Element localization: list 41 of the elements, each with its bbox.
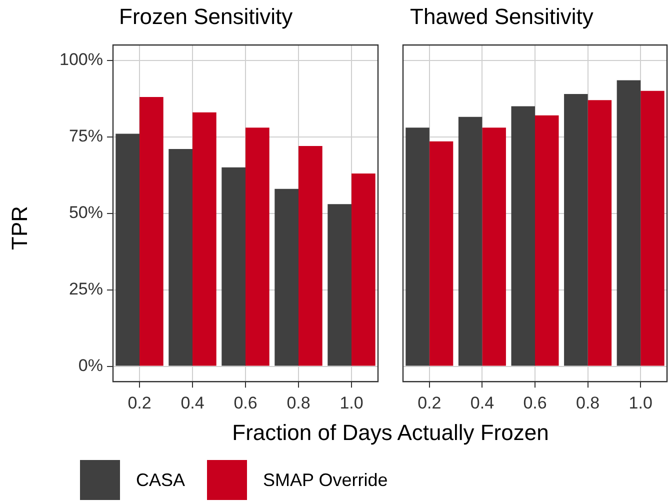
bar [616,80,641,366]
y-tick-label: 50% [68,202,103,222]
bar [535,115,559,366]
chart-title: Thawed Sensitivity [410,4,594,30]
bar [429,141,454,366]
x-tick-label: 0.6 [234,393,258,412]
bar [168,149,192,366]
x-tick-label: 0.8 [576,393,600,412]
x-tick-label: 1.0 [340,393,364,412]
bar [482,128,506,366]
legend-label: CASA [136,470,186,490]
x-tick-label: 0.8 [286,393,310,412]
x-tick-label: 0.4 [470,393,494,412]
bar [116,134,140,366]
x-tick-label: 0.2 [128,393,152,412]
x-tick-label: 0.2 [418,393,442,412]
y-tick-label: 25% [68,279,103,298]
bar [246,128,270,366]
y-axis-title: TPR [7,206,33,250]
x-axis-title: Fraction of Days Actually Frozen [231,420,550,446]
legend-label: SMAP Override [263,470,388,490]
y-tick-label: 100% [60,50,103,69]
bar [564,94,588,366]
x-tick-label: 1.0 [628,393,652,412]
bar [458,116,482,366]
bar [274,188,298,366]
bar [511,106,535,366]
chart-title: Frozen Sensitivity [119,4,293,30]
bar [222,167,246,366]
bar [640,90,664,366]
y-tick-label: 0% [78,356,103,375]
bar [406,128,430,366]
x-tick-label: 0.6 [523,393,547,412]
bar [192,112,216,366]
bar [588,100,612,366]
y-tick-label: 75% [68,126,103,146]
bar [352,174,376,366]
bar [328,204,352,366]
bar [140,97,164,366]
x-tick-label: 0.4 [180,393,204,412]
bar [298,146,322,366]
